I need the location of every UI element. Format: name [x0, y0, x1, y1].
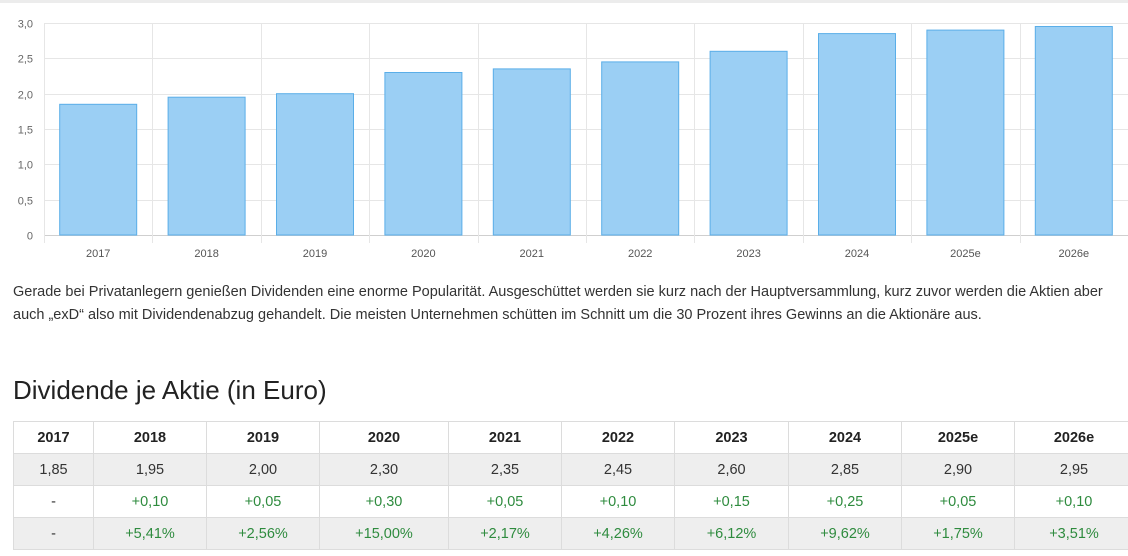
bar: [1034, 26, 1113, 236]
table-header-cell: 2024: [788, 421, 902, 454]
table-header-cell: 2020: [319, 421, 449, 454]
table-row-dividend: 1,85 1,95 2,00 2,30 2,35 2,45 2,60 2,85 …: [13, 453, 1128, 486]
table-header-cell: 2018: [93, 421, 207, 454]
x-tick-label: 2022: [628, 248, 652, 260]
change-pct-cell: +15,00%: [319, 517, 449, 550]
change-pct-cell: +3,51%: [1014, 517, 1128, 550]
dividend-value-cell: 2,85: [788, 453, 902, 486]
table-header-cell: 2017: [13, 421, 94, 454]
bar: [492, 68, 571, 236]
y-tick-label: 0: [27, 231, 33, 243]
dividend-value-cell: 1,95: [93, 453, 207, 486]
dividend-value-cell: 2,35: [448, 453, 562, 486]
bar: [601, 61, 680, 236]
bar: [384, 72, 463, 236]
intro-paragraph: Gerade bei Privatanlegern genießen Divid…: [13, 284, 1103, 323]
dividend-value-cell: 2,00: [206, 453, 320, 486]
change-abs-cell: -: [13, 485, 94, 518]
dividend-value-cell: 2,45: [561, 453, 675, 486]
x-tick-label: 2021: [520, 248, 544, 260]
change-pct-cell: +5,41%: [93, 517, 207, 550]
change-abs-cell: +0,15: [674, 485, 789, 518]
change-pct-cell: +6,12%: [674, 517, 789, 550]
change-pct-cell: +4,26%: [561, 517, 675, 550]
y-tick-label: 2,0: [18, 90, 33, 102]
change-abs-cell: +0,05: [901, 485, 1015, 518]
dividend-value-cell: 2,60: [674, 453, 789, 486]
y-tick-label: 0,5: [18, 196, 33, 208]
bar: [818, 33, 896, 236]
change-pct-cell: +2,17%: [448, 517, 562, 550]
section-title: Dividende je Aktie (in Euro): [13, 375, 327, 405]
change-pct-cell: +2,56%: [206, 517, 320, 550]
dividend-value-cell: 2,30: [319, 453, 449, 486]
change-pct-cell: -: [13, 517, 94, 550]
bar: [709, 50, 788, 236]
dividend-table: 2017 2018 2019 2020 2021 2022 2023 2024 …: [13, 421, 1128, 550]
x-tick-label: 2026e: [1059, 248, 1090, 260]
x-tick-label: 2018: [194, 248, 218, 260]
change-abs-cell: +0,05: [448, 485, 562, 518]
table-header-cell: 2021: [448, 421, 562, 454]
table-header-cell: 2026e: [1014, 421, 1128, 454]
x-tick-label: 2025e: [950, 248, 981, 260]
x-tick-label: 2020: [411, 248, 435, 260]
change-abs-cell: +0,10: [1014, 485, 1128, 518]
bar: [59, 103, 138, 236]
x-tick-label: 2017: [86, 248, 110, 260]
bar: [926, 29, 1005, 236]
y-tick-label: 2,5: [18, 54, 33, 66]
change-abs-cell: +0,25: [788, 485, 902, 518]
table-header-cell: 2025e: [901, 421, 1015, 454]
change-pct-cell: +9,62%: [788, 517, 902, 550]
change-abs-cell: +0,05: [206, 485, 320, 518]
table-row-change-percent: - +5,41% +2,56% +15,00% +2,17% +4,26% +6…: [13, 517, 1128, 550]
table-header-cell: 2022: [561, 421, 675, 454]
table-header-row: 2017 2018 2019 2020 2021 2022 2023 2024 …: [13, 421, 1128, 454]
table-header-cell: 2019: [206, 421, 320, 454]
bar: [276, 93, 354, 236]
x-tick-label: 2023: [736, 248, 760, 260]
change-abs-cell: +0,30: [319, 485, 449, 518]
y-tick-label: 1,5: [18, 125, 33, 137]
y-tick-label: 3,0: [18, 19, 33, 31]
x-tick-label: 2024: [845, 248, 869, 260]
x-tick-label: 2019: [303, 248, 327, 260]
table-row-change-absolute: - +0,10 +0,05 +0,30 +0,05 +0,10 +0,15 +0…: [13, 485, 1128, 518]
top-divider: [0, 0, 1128, 3]
change-pct-cell: +1,75%: [901, 517, 1015, 550]
change-abs-cell: +0,10: [93, 485, 207, 518]
dividend-value-cell: 2,95: [1014, 453, 1128, 486]
y-tick-label: 1,0: [18, 160, 33, 172]
dividend-value-cell: 1,85: [13, 453, 94, 486]
change-abs-cell: +0,10: [561, 485, 675, 518]
dividend-bar-chart: 0 0,5 1,0 1,5 2,0 2,5 3,0 2017 2018 2019 2020 2021 2…: [18, 19, 1128, 260]
dividend-value-cell: 2,90: [901, 453, 1015, 486]
bar: [167, 96, 246, 236]
table-header-cell: 2023: [674, 421, 789, 454]
